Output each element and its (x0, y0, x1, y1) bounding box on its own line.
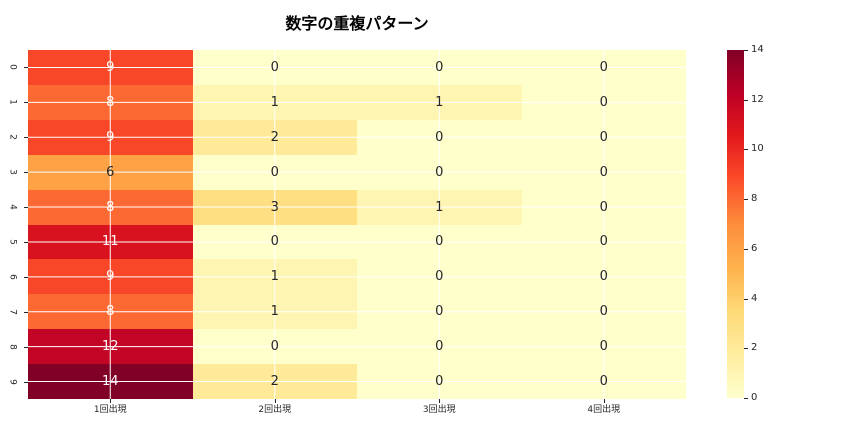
cell-value-label: 14 (101, 374, 119, 390)
cell-value-label: 0 (599, 339, 608, 355)
x-tick-mark (110, 399, 112, 403)
cell-value-label: 3 (270, 199, 279, 215)
cell-value-label: 6 (106, 164, 115, 180)
cell-value-label: 1 (270, 269, 279, 285)
y-tick-mark (24, 102, 28, 104)
chart-title: 数字の重複パターン (285, 14, 429, 33)
x-tick-label: 1回出現 (93, 405, 127, 415)
colorbar-tick-label: 12 (751, 93, 764, 105)
colorbar-tick-mark (744, 248, 748, 250)
colorbar-tick-mark (744, 348, 748, 350)
cell-value-label: 0 (599, 374, 608, 390)
y-tick-mark (24, 311, 28, 313)
cell-value-label: 8 (106, 94, 115, 110)
cell-value-label: 0 (435, 59, 444, 75)
heatmap-gridlines (28, 50, 686, 399)
colorbar-tick-label: 2 (751, 342, 758, 354)
y-tick-label: 1 (7, 99, 18, 106)
cell-value-label: 11 (101, 234, 119, 250)
heatmap-plot-area: 9 0 0 0 8 1 1 0 9 2 0 0 6 0 0 0 8 3 1 0 11 0 0 0 9 1 0 0 8 1 0 0 12 0 0 0 14… (28, 50, 686, 399)
colorbar-tick-mark (744, 199, 748, 201)
colorbar (727, 50, 744, 398)
y-tick-mark (24, 346, 28, 348)
cell-value-label: 0 (599, 269, 608, 285)
cell-value-label: 0 (270, 59, 279, 75)
cell-value-label: 8 (106, 304, 115, 320)
colorbar-tick-mark (744, 50, 748, 51)
colorbar-tick-label: 0 (751, 392, 758, 403)
y-tick-mark (24, 67, 28, 69)
cell-value-label: 8 (106, 199, 115, 215)
cell-value-label: 1 (435, 199, 444, 215)
y-tick-mark (24, 172, 28, 174)
cell-value-label: 0 (435, 339, 444, 355)
cell-value-label: 0 (599, 129, 608, 145)
cell-value-label: 0 (435, 374, 444, 390)
y-tick-mark (24, 276, 28, 278)
y-tick-label: 9 (7, 378, 18, 385)
y-tick-mark (24, 241, 28, 243)
x-tick-mark (439, 399, 441, 403)
colorbar-tick-label: 10 (751, 143, 764, 155)
cell-value-label: 0 (435, 269, 444, 285)
heatmap-annotations-layer: 9 0 0 0 8 1 1 0 9 2 0 0 6 0 0 0 8 3 1 0 11 0 0 0 9 1 0 0 8 1 0 0 12 0 0 0 14… (28, 50, 686, 399)
y-tick-mark (24, 137, 28, 139)
cell-value-label: 0 (270, 339, 279, 355)
cell-value-label: 1 (270, 304, 279, 320)
cell-value-label: 0 (599, 304, 608, 320)
x-tick-label: 3回出現 (422, 405, 456, 415)
y-tick-label: 6 (7, 273, 18, 280)
cell-value-label: 1 (435, 94, 444, 110)
cell-value-label: 9 (106, 59, 115, 75)
cell-value-label: 0 (599, 94, 608, 110)
y-tick-label: 2 (7, 134, 18, 141)
cell-value-label: 0 (599, 199, 608, 215)
cell-value-label: 1 (270, 94, 279, 110)
cell-value-label: 0 (270, 234, 279, 250)
colorbar-tick-label: 14 (751, 44, 764, 55)
cell-value-label: 0 (599, 164, 608, 180)
y-tick-label: 8 (7, 343, 18, 350)
cell-value-label: 0 (435, 129, 444, 145)
y-tick-label: 5 (7, 239, 18, 245)
y-tick-label: 3 (7, 169, 18, 176)
cell-value-label: 2 (270, 374, 279, 390)
cell-value-label: 0 (435, 234, 444, 250)
y-tick-label: 0 (7, 64, 18, 71)
colorbar-tick-mark (744, 99, 748, 101)
x-tick-mark (603, 399, 605, 403)
cell-value-label: 0 (270, 164, 279, 180)
x-tick-label: 4回出現 (587, 405, 621, 415)
y-tick-mark (24, 207, 28, 209)
cell-value-label: 0 (435, 304, 444, 320)
x-tick-label: 2回出現 (258, 405, 292, 415)
colorbar-tick-label: 6 (751, 242, 758, 254)
cell-value-label: 9 (106, 129, 115, 145)
y-tick-mark (24, 381, 28, 383)
y-tick-label: 4 (7, 204, 18, 210)
colorbar-tick-label: 8 (751, 193, 758, 205)
colorbar-tick-mark (744, 298, 748, 300)
cell-value-label: 12 (101, 339, 119, 355)
x-tick-mark (274, 399, 276, 403)
cell-value-label: 0 (599, 234, 608, 250)
colorbar-tick-mark (744, 398, 748, 399)
cell-value-label: 0 (599, 59, 608, 75)
cell-value-label: 0 (435, 164, 444, 180)
colorbar-tick-mark (744, 149, 748, 151)
cell-value-label: 2 (270, 129, 279, 145)
cell-value-label: 9 (106, 269, 115, 285)
y-tick-label: 7 (7, 308, 18, 315)
colorbar-tick-label: 4 (751, 292, 758, 304)
